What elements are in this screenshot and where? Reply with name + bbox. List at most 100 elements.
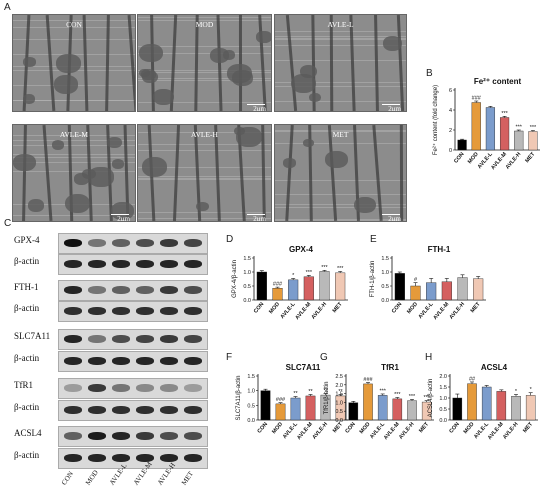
y-tick-label: 1.5 [381, 256, 389, 262]
blot-band [64, 286, 82, 294]
x-tick-label: CON [257, 421, 269, 434]
blot-band [136, 357, 154, 365]
bar [457, 277, 468, 301]
blot-band [160, 335, 178, 343]
blot-band [160, 307, 178, 315]
em-image-mod: MOD 2μm [137, 14, 272, 112]
blot-strip [58, 301, 208, 322]
bar [528, 131, 538, 151]
significance-marker: *** [306, 270, 313, 276]
blot-band [88, 307, 106, 315]
chart-title: TfR1 [381, 363, 399, 372]
blot-band [88, 260, 106, 268]
x-tick-label: CON [253, 301, 265, 314]
blot-band [160, 406, 178, 414]
x-tick-label: MOD [359, 421, 372, 435]
y-tick-label: 0.0 [439, 418, 447, 424]
blot-band [160, 260, 178, 268]
blot-band [160, 432, 178, 440]
em-label: AVLE-L [327, 20, 354, 29]
y-axis-label: FTH-1/β-actin [370, 261, 376, 298]
blot-band [136, 260, 154, 268]
y-tick-label: 0.5 [247, 403, 255, 409]
bar [275, 403, 286, 421]
blot-band [64, 432, 82, 440]
y-tick-label: 1.0 [247, 389, 255, 395]
em-image-avle-m: AVLE-M 2μm [12, 124, 136, 222]
x-tick-label: AVLE-H [398, 421, 416, 440]
significance-marker: ### [273, 282, 283, 288]
blot-label: TfR1 [14, 380, 33, 390]
bar [272, 288, 283, 301]
blot-band [184, 432, 202, 440]
blot-strip [58, 351, 208, 372]
em-image-met: MET 2μm [274, 124, 407, 222]
y-tick-label: 1.5 [247, 374, 255, 380]
y-tick-label: 0.5 [243, 284, 251, 290]
x-tick-label: AVLE-H [502, 421, 520, 440]
x-tick-label: AVLE-M [296, 421, 314, 441]
blot-band [64, 239, 82, 247]
blot-label: β-actin [14, 256, 40, 266]
bar [471, 102, 481, 151]
blot-band [64, 384, 82, 392]
blot-band [112, 432, 130, 440]
bar [260, 390, 271, 421]
blot-band [88, 286, 106, 294]
y-tick-label: 0.0 [243, 298, 251, 304]
em-label: MET [332, 130, 349, 139]
significance-marker: *** [394, 392, 401, 398]
x-tick-label: AVLE-M [294, 301, 312, 321]
blot-band [64, 357, 82, 365]
bar [481, 386, 492, 421]
blot-band [112, 307, 130, 315]
x-tick-label: AVLE-M [432, 301, 450, 321]
significance-marker: *** [530, 125, 537, 131]
bar [320, 394, 331, 421]
chart-title: Fe²⁺ content [474, 77, 522, 86]
blot-band [184, 406, 202, 414]
panel-letter-e: E [370, 234, 377, 245]
blot-band [184, 335, 202, 343]
panel-letter-b: B [426, 68, 433, 79]
blot-band [136, 454, 154, 462]
bar [305, 395, 316, 421]
x-tick-label: AVLE-M [383, 421, 401, 441]
em-image-avle-l: AVLE-L 2μm [274, 14, 407, 112]
blot-strip [58, 280, 208, 301]
x-tick-label: AVLE-L [369, 421, 387, 440]
panel-letter-c: C [4, 218, 12, 229]
x-tick-label: AVLE-M [490, 151, 508, 171]
chart-title: ACSL4 [481, 363, 508, 372]
x-tick-label: AVLE-H [505, 151, 523, 170]
significance-marker: ** [338, 389, 343, 395]
blot-band [64, 335, 82, 343]
y-tick-label: 1.0 [381, 270, 389, 276]
blot-strip [58, 378, 208, 399]
blot-strip [58, 329, 208, 350]
x-tick-label: AVLE-L [282, 421, 300, 440]
significance-marker: * [515, 389, 518, 395]
blot-band [112, 260, 130, 268]
bar [525, 395, 536, 421]
lane-label: MOD [84, 468, 100, 487]
x-tick-label: AVLE-L [473, 421, 491, 440]
lane-label: CON [60, 469, 76, 487]
x-tick-label: CON [344, 421, 356, 434]
em-label: MOD [195, 20, 214, 29]
em-label: AVLE-H [191, 130, 218, 139]
blot-strip [58, 400, 208, 421]
bar [511, 396, 521, 421]
em-image-con: CON [12, 14, 136, 112]
blot-band [64, 406, 82, 414]
y-tick-label: 1.5 [439, 385, 447, 391]
blot-band [64, 454, 82, 462]
x-tick-label: CON [391, 301, 403, 314]
scale-bar [382, 104, 400, 105]
y-tick-label: 4 [449, 108, 452, 114]
y-tick-label: 0.5 [381, 284, 389, 290]
y-tick-label: 1.0 [243, 270, 251, 276]
chart-title: FTH-1 [428, 245, 451, 254]
blot-band [136, 384, 154, 392]
significance-marker: ### [276, 397, 286, 403]
